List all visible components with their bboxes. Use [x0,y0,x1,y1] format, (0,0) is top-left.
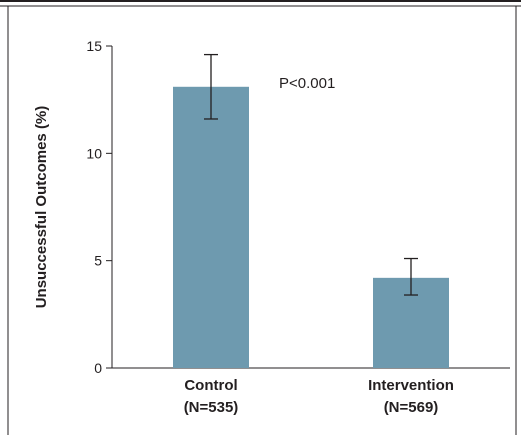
error-bars [204,53,418,296]
bar-control [173,86,249,368]
x-category-labels: Control (N=535) Intervention (N=569) [184,377,454,416]
y-axis-label: Unsuccessful Outcomes (%) [33,106,50,309]
y-tick-label: 15 [86,38,102,54]
x-category-sublabel: (N=569) [384,399,439,416]
y-tick-label: 5 [94,253,102,269]
y-tick-label: 0 [94,360,102,376]
y-ticks: 0 5 10 15 [86,38,112,376]
x-category-label: Intervention [368,377,454,394]
y-tick-label: 10 [86,145,102,161]
p-value-annotation: P<0.001 [279,75,335,92]
x-category-sublabel: (N=535) [184,399,239,416]
bars [173,86,449,368]
x-category-label: Control [184,377,237,394]
